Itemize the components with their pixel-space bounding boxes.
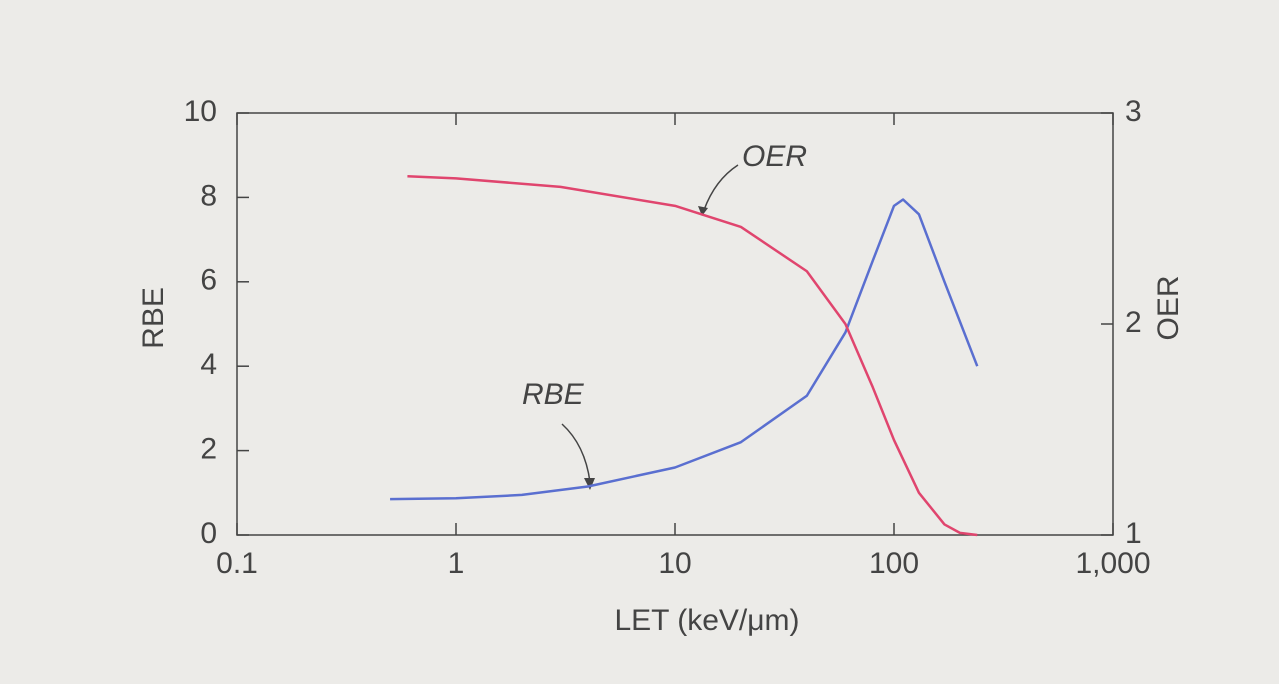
y-tick-label: 8 — [200, 179, 217, 212]
x-tick-label: 1 — [448, 547, 465, 580]
x-axis-title: LET (keV/μm) — [614, 604, 799, 637]
x-tick-label: 100 — [869, 547, 919, 580]
x-tick-label: 1,000 — [1075, 547, 1150, 580]
annotation-arrowhead — [584, 478, 595, 490]
y-axis-title: RBE — [137, 287, 170, 349]
y2-tick-label: 1 — [1125, 517, 1142, 550]
y-tick-label: 0 — [200, 517, 217, 550]
data-line — [390, 198, 979, 501]
data-line — [407, 175, 978, 537]
y2-axis-title: OER — [1152, 275, 1185, 340]
annotation: OER — [742, 140, 807, 173]
annotation-arrow — [561, 423, 591, 483]
annotation-arrowhead — [698, 206, 708, 216]
y2-tick-label: 3 — [1125, 95, 1142, 128]
annotation-arrow — [703, 164, 739, 211]
y2-tick-label: 2 — [1125, 306, 1142, 339]
y-tick-label: 2 — [200, 433, 217, 466]
y-tick-label: 10 — [184, 95, 217, 128]
y-tick-label: 6 — [200, 264, 217, 297]
x-tick-label: 0.1 — [216, 547, 258, 580]
plot-frame — [236, 112, 1114, 536]
annotation: RBE — [522, 378, 585, 411]
y-tick-label: 4 — [200, 348, 217, 381]
x-tick-label: 10 — [658, 547, 691, 580]
